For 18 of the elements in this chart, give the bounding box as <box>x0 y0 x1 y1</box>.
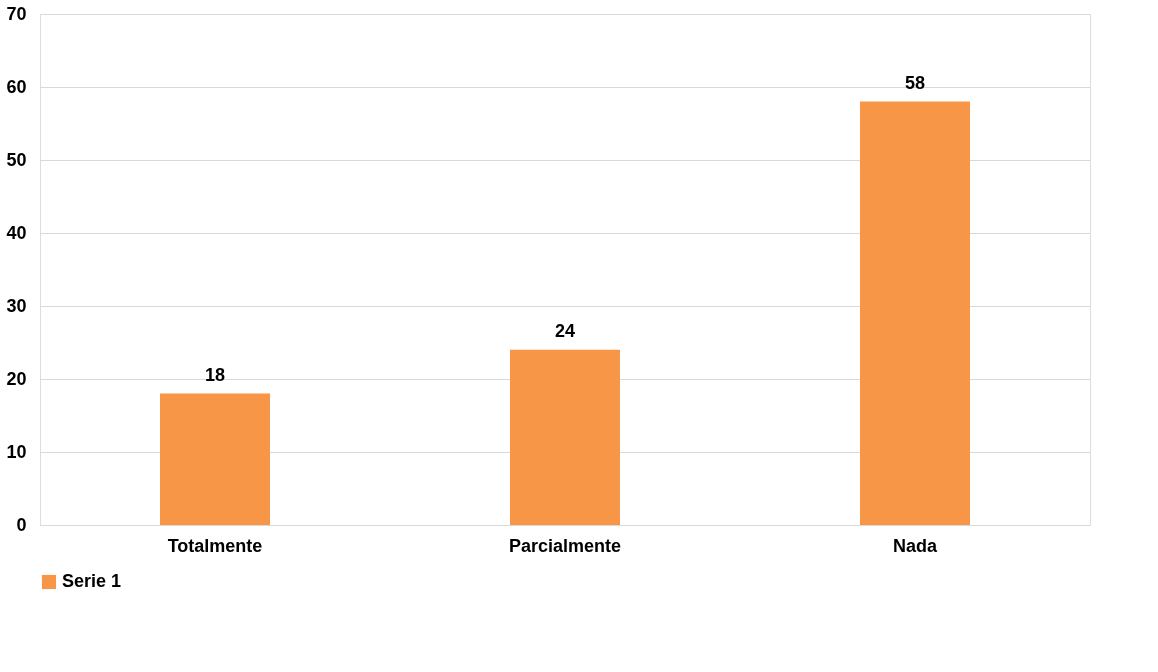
bar <box>160 393 270 525</box>
y-tick-label: 40 <box>6 222 27 243</box>
x-tick-label: Parcialmente <box>508 535 622 556</box>
bar <box>860 101 970 525</box>
y-tick-label: 30 <box>6 295 27 316</box>
data-label: 18 <box>204 364 226 385</box>
data-label: 58 <box>904 72 926 93</box>
y-tick-label: 60 <box>6 76 27 97</box>
x-tick-label: Nada <box>892 535 938 556</box>
y-tick-label: 10 <box>6 441 27 462</box>
legend-label: Serie 1 <box>62 571 122 591</box>
y-tick-label: 70 <box>6 3 27 24</box>
y-tick-label: 20 <box>6 368 27 389</box>
bar <box>510 349 620 525</box>
x-tick-label: Totalmente <box>167 535 263 556</box>
data-label: 24 <box>554 320 576 341</box>
y-tick-label: 0 <box>16 514 27 535</box>
y-tick-label: 50 <box>6 149 27 170</box>
